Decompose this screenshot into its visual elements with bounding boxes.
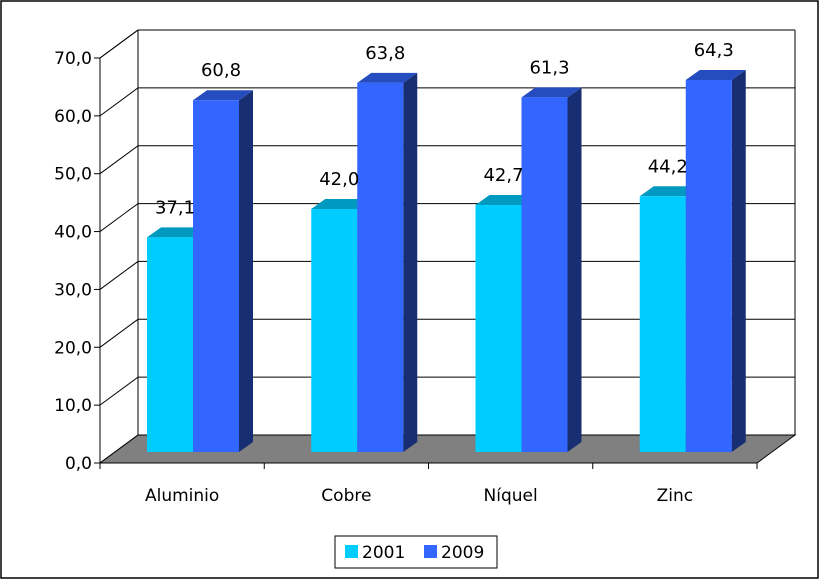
bar-top — [521, 87, 582, 98]
legend-label-2001: 2001 — [362, 543, 405, 563]
data-label-2001-Aluminio: 37,1 — [155, 197, 195, 218]
bar-side — [239, 90, 253, 452]
bar-front — [311, 209, 358, 452]
bar-front — [475, 204, 522, 452]
bar-front — [357, 82, 404, 452]
x-tick-label: Cobre — [321, 486, 371, 506]
bar-front — [521, 97, 568, 452]
bar-side — [567, 87, 582, 452]
bar-2009-Zinc — [685, 69, 746, 452]
legend-box — [334, 535, 498, 569]
data-label-2009-Aluminio: 60,8 — [201, 60, 241, 81]
x-axis-labels: Aluminio Cobre Níquel Zinc — [145, 486, 693, 506]
x-tick-label: Níquel — [484, 486, 538, 506]
bar-front — [193, 100, 239, 452]
bar-top — [639, 186, 700, 197]
legend-label-2009: 2009 — [441, 543, 484, 563]
bar-front — [685, 79, 732, 452]
bar-top — [193, 90, 253, 101]
y-tick-label: 50,0 — [54, 165, 92, 185]
y-axis-ticks: 0,0 10,0 20,0 30,0 40,0 50,0 60,0 70,0 — [54, 49, 100, 474]
data-label-2009-Zinc: 64,3 — [694, 40, 734, 61]
bar-2009-Níquel — [521, 87, 582, 452]
y-tick-label: 0,0 — [65, 454, 92, 474]
bars — [147, 69, 746, 452]
y-tick-label: 70,0 — [54, 49, 92, 69]
y-tick-label: 30,0 — [54, 280, 92, 300]
legend: 2001 2009 — [334, 535, 498, 569]
x-tick-label: Zinc — [657, 486, 694, 506]
bar-top — [475, 194, 536, 205]
bar-side — [731, 69, 746, 452]
axes — [99, 29, 758, 469]
bar-top — [147, 227, 207, 238]
y-tick-label: 10,0 — [54, 396, 92, 416]
data-label-2001-Zinc: 44,2 — [648, 156, 688, 177]
data-label-2009-Níquel: 61,3 — [529, 57, 569, 78]
y-tick-label: 20,0 — [54, 338, 92, 358]
legend-swatch-2009 — [424, 545, 437, 558]
bar-front — [639, 196, 686, 452]
legend-swatch-2001 — [345, 545, 358, 558]
top-depth-edge — [99, 29, 139, 59]
data-label-2001-Níquel: 42,7 — [483, 165, 523, 186]
y-tick-label: 40,0 — [54, 223, 92, 243]
bar-top — [311, 199, 372, 209]
bar-top — [685, 69, 746, 80]
bar-front — [147, 237, 193, 452]
bar-2009-Aluminio — [193, 90, 253, 452]
data-label-2009-Cobre: 63,8 — [365, 43, 405, 64]
data-labels: 37,1 60,8 42,0 63,8 42,7 61,3 44,2 64,3 — [155, 40, 734, 218]
bar-side — [403, 72, 418, 452]
bar-top — [357, 72, 418, 83]
x-tick-label: Aluminio — [145, 486, 219, 506]
bar-2009-Cobre — [357, 72, 418, 452]
y-tick-label: 60,0 — [54, 107, 92, 127]
data-label-2001-Cobre: 42,0 — [319, 169, 359, 190]
